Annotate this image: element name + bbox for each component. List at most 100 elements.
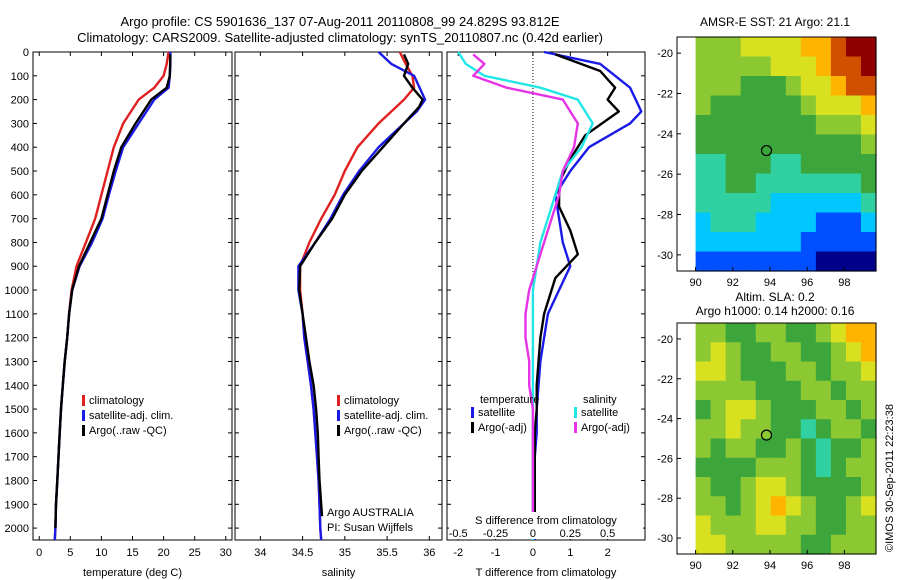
sst-map-cell [725, 212, 742, 233]
sla-map-cell [785, 515, 802, 536]
sst-map-cell [815, 134, 832, 155]
sst-map-cell [695, 76, 712, 97]
sst-map-cell [740, 37, 757, 58]
sst-map-cell [800, 76, 817, 97]
sst-map-cell [860, 76, 877, 97]
sst-map-cell [770, 134, 787, 155]
sla-map-cell [830, 419, 847, 440]
temperature-legend-label: climatology [89, 395, 145, 407]
sst-map-xtick-label: 90 [689, 277, 701, 289]
sst-map-cell [815, 37, 832, 58]
sla-map-cell [815, 323, 832, 343]
sst-map-cell [740, 212, 757, 233]
differences-legend-swatch [574, 422, 577, 433]
differences-xtick-label: -2 [453, 547, 463, 559]
salinity-xtick-label: 35 [339, 547, 351, 559]
sst-map-cell [725, 134, 742, 155]
sst-map-cell [800, 115, 817, 136]
temperature-xtick-label: 0 [36, 547, 42, 559]
sst-map-cell [815, 76, 832, 97]
sla-map-cell [710, 457, 727, 478]
sla-map-cell [830, 496, 847, 517]
sla-map-cell [755, 515, 772, 536]
sla-map-cell [860, 457, 877, 478]
sla-map-cell [755, 457, 772, 478]
sla-map-cell [845, 534, 862, 555]
sst-map-cell [725, 115, 742, 136]
temperature-xtick-label: 15 [126, 547, 138, 559]
sst-map-cell [785, 56, 802, 77]
sla-map-border [676, 322, 877, 555]
salinity-legend-swatch [337, 395, 340, 406]
sla-map-cell [695, 515, 712, 536]
temperature-series-argo [54, 54, 172, 529]
sst-map-cell [710, 76, 727, 97]
secondary-xlabel: S difference from climatology [475, 515, 617, 527]
sst-map-ytick-label: -20 [657, 48, 673, 60]
sst-map-cell [710, 232, 727, 253]
sst-map-cell [770, 115, 787, 136]
sla-map-cell [740, 400, 757, 420]
sst-map-cell [830, 232, 847, 253]
sst-map-cell [785, 115, 802, 136]
secondary-xtick-label: 0.5 [600, 528, 615, 540]
salinity-legend-swatch [337, 425, 340, 436]
sla-map-cell [725, 342, 742, 363]
sla-map-cell [725, 380, 742, 401]
sla-map-cell [725, 477, 742, 497]
salinity-annotation-line1: Argo AUSTRALIA [327, 507, 414, 519]
sst-map-cell [845, 251, 862, 272]
sla-map-cell [725, 534, 742, 555]
sst-map-cell [755, 37, 772, 58]
temperature-legend-label: Argo(..raw -QC) [89, 425, 167, 437]
temperature-legend-swatch [82, 395, 85, 406]
depth-tick-label: 500 [11, 166, 29, 178]
depth-tick-label: 1900 [5, 499, 29, 511]
sst-map-cell [770, 212, 787, 233]
sst-map-cell [725, 173, 742, 194]
sla-map-cell [725, 419, 742, 440]
salinity-legend-label: Argo(..raw -QC) [344, 425, 422, 437]
sla-map-cell [770, 380, 787, 401]
sst-map-cell [815, 232, 832, 253]
imos-timestamp: ©IMOS 30-Sep-2011 22:23:38 [884, 404, 896, 552]
sla-map-cell [830, 477, 847, 497]
sla-map-ytick-label: -24 [657, 414, 673, 426]
sst-map-cell [725, 154, 742, 175]
salinity-xtick-label: 35.5 [376, 547, 397, 559]
temperature-xlabel: temperature (deg C) [83, 567, 182, 579]
sla-map-cell [860, 361, 877, 382]
salinity-xtick-label: 34.5 [292, 547, 313, 559]
differences-xtick-label: 0 [530, 547, 536, 559]
sla-map-cell [740, 534, 757, 555]
sst-map-cell [860, 37, 877, 58]
sst-map-cell [815, 154, 832, 175]
sla-map-cell [695, 380, 712, 401]
sla-map-cell [800, 361, 817, 382]
sst-map-cell [800, 193, 817, 214]
sst-map-cell [695, 115, 712, 136]
sst-map-xtick-label: 96 [801, 277, 813, 289]
sla-map-cell [800, 496, 817, 517]
sst-map-cell [860, 193, 877, 214]
sla-map-subtitle: Argo h1000: 0.14 h2000: 0.16 [696, 304, 855, 318]
depth-tick-label: 900 [11, 261, 29, 273]
sla-map-cell [710, 361, 727, 382]
sst-map-cell [845, 134, 862, 155]
sla-map-cell [815, 400, 832, 420]
sst-map-cell [860, 95, 877, 116]
sst-map-cell [695, 56, 712, 77]
sst-map-cell [710, 37, 727, 58]
sst-map-cell [860, 134, 877, 155]
sla-map-cell [830, 438, 847, 459]
sla-map-cell [695, 361, 712, 382]
sst-map-cell [755, 56, 772, 77]
sst-map-cell [800, 251, 817, 272]
sst-map-cell [725, 95, 742, 116]
sla-map-cell [740, 361, 757, 382]
sla-map-cell [830, 457, 847, 478]
sla-map-cell [770, 400, 787, 420]
sla-map-cell [815, 380, 832, 401]
sla-map-cell [695, 323, 712, 343]
